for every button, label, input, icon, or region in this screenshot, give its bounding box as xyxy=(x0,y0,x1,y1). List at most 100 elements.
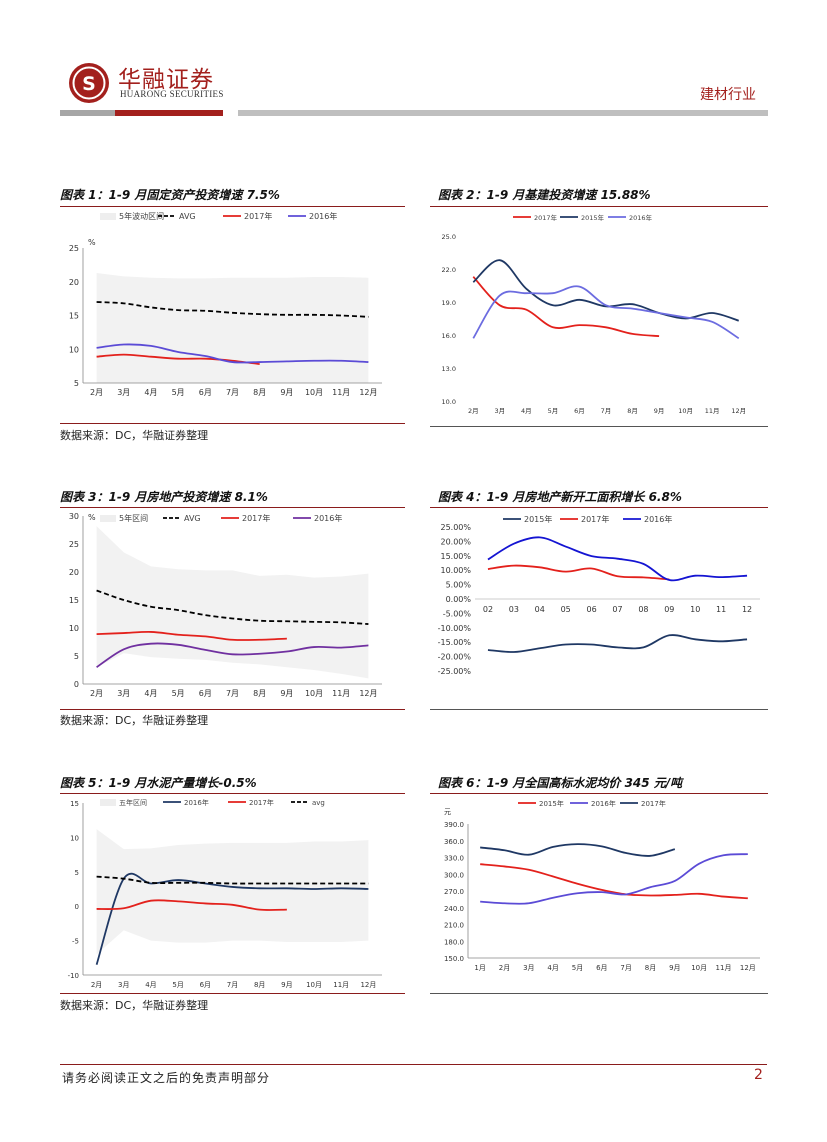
legend-label: 2016年 xyxy=(309,211,337,221)
x-tick-label: 7月 xyxy=(226,388,239,397)
legend-label: 2016年 xyxy=(629,213,653,222)
series-line-0 xyxy=(96,301,369,318)
x-tick-label: 9月 xyxy=(654,407,665,415)
y-tick-label: 30 xyxy=(69,512,79,521)
chart-cement-price: 150.0 180.0 210.0 240.0 270.0 300.0 330.0 360.0… xyxy=(444,799,760,972)
chart-cement-output: -10 -5 0 5 10 15 2月 3月 4月 5月 6月 7月 8月 9月 10月 11月 12月 五年区间… xyxy=(68,798,382,989)
x-tick-label: 8月 xyxy=(253,388,266,397)
x-tick-label: 2月 xyxy=(91,981,102,989)
series-line-2 xyxy=(96,642,369,668)
y-tick-label: 22.0 xyxy=(442,266,456,274)
legend-label: 2015年 xyxy=(524,514,552,524)
y-tick-label: -20.00% xyxy=(438,653,472,662)
x-tick-label: 9月 xyxy=(669,964,680,972)
x-tick-label: 7月 xyxy=(601,407,612,415)
y-tick-label: 16.0 xyxy=(442,332,456,340)
brand-name-cn: 华融证券 xyxy=(118,67,214,93)
x-tick-label: 9月 xyxy=(280,689,293,698)
figure-3-top-rule xyxy=(60,507,405,508)
x-tick-label: 4月 xyxy=(547,964,558,972)
y-tick-label: 15 xyxy=(69,312,79,321)
x-tick-label: 2月 xyxy=(499,964,510,972)
x-tick-label: 12 xyxy=(742,605,752,614)
series-line-1 xyxy=(480,853,748,905)
figure-6-top-rule xyxy=(430,793,768,794)
legend-swatch xyxy=(100,515,116,522)
x-tick-label: 4月 xyxy=(145,981,156,989)
series-line-1 xyxy=(472,259,739,322)
legend-label: 2017年 xyxy=(249,798,274,807)
series-line-2 xyxy=(96,343,369,364)
y-tick-label: 5 xyxy=(74,379,79,388)
x-tick-label: 02 xyxy=(483,605,493,614)
y-tick-label: -10 xyxy=(68,972,79,980)
unit-label: % xyxy=(88,238,96,247)
x-tick-label: 11月 xyxy=(705,407,720,415)
legend-swatch xyxy=(100,799,116,806)
y-tick-label: -10.00% xyxy=(438,624,472,633)
x-tick-label: 08 xyxy=(638,605,648,614)
industry-label: 建材行业 xyxy=(700,87,756,103)
y-tick-label: 25.0 xyxy=(442,233,456,241)
legend-label: AVG xyxy=(179,212,196,221)
x-tick-label: 6月 xyxy=(574,407,585,415)
x-tick-label: 09 xyxy=(664,605,674,614)
figure-2-top-rule xyxy=(430,206,768,207)
series-line-0 xyxy=(487,634,748,653)
x-tick-label: 5月 xyxy=(548,407,559,415)
figure-5-bottom-rule xyxy=(60,993,405,994)
x-tick-label: 5月 xyxy=(172,388,185,397)
chart-infrastructure-investment: 10.0 13.0 16.0 19.0 22.0 25.0 2月 3月 4月 5月 6月 7月 8月 9月… xyxy=(442,213,747,415)
x-tick-label: 7月 xyxy=(620,964,631,972)
y-tick-label: 15 xyxy=(70,800,79,808)
legend-label: AVG xyxy=(184,514,201,523)
x-tick-label: 11月 xyxy=(716,964,732,972)
unit-label: % xyxy=(88,513,96,522)
legend-label: 2016年 xyxy=(314,513,342,523)
y-tick-label: -25.00% xyxy=(438,667,472,676)
x-tick-label: 8月 xyxy=(254,981,265,989)
x-tick-label: 2月 xyxy=(468,407,479,415)
x-tick-label: 3月 xyxy=(117,689,130,698)
y-tick-label: 270.0 xyxy=(444,888,464,896)
x-tick-label: 11月 xyxy=(333,981,349,989)
company-logo: S xyxy=(69,63,109,103)
x-tick-label: 10月 xyxy=(691,964,707,972)
x-tick-label: 5月 xyxy=(172,689,185,698)
x-tick-label: 04 xyxy=(535,605,545,614)
y-tick-label: 210.0 xyxy=(444,922,464,930)
header-bar-accent xyxy=(115,110,223,116)
figure-2-bottom-rule xyxy=(430,426,768,427)
y-tick-label: 150.0 xyxy=(444,955,464,963)
series-line-0 xyxy=(472,276,660,337)
brand-name-en: HUARONG SECURITIES xyxy=(120,89,224,99)
series-line-2 xyxy=(480,843,676,857)
y-tick-label: 25.00% xyxy=(440,523,471,532)
series-line-0 xyxy=(480,863,748,900)
range-band xyxy=(96,526,369,679)
x-tick-label: 4月 xyxy=(521,407,532,415)
header-bar-right xyxy=(238,110,768,116)
y-tick-label: 5.00% xyxy=(446,581,472,590)
y-tick-label: 5 xyxy=(74,652,79,661)
logo-glyph: S xyxy=(82,73,96,95)
y-tick-label: 20.00% xyxy=(440,537,471,546)
legend-swatch xyxy=(100,213,116,220)
series-line-2 xyxy=(472,285,740,340)
y-tick-label: 10.00% xyxy=(440,566,471,575)
x-tick-label: 07 xyxy=(612,605,622,614)
y-tick-label: 5 xyxy=(75,869,79,877)
x-tick-label: 12月 xyxy=(359,388,377,397)
figure-5-title: 图表 5：1-9 月水泥产量增长-0.5% xyxy=(60,776,257,790)
figure-6-bottom-rule xyxy=(430,993,768,994)
x-tick-label: 03 xyxy=(509,605,519,614)
x-tick-label: 1月 xyxy=(474,964,485,972)
chart-new-construction-area: -25.00% -20.00% -15.00% -10.00% -5.00% 0.00% 5… xyxy=(438,514,760,676)
y-tick-label: 10.0 xyxy=(442,398,456,406)
x-tick-label: 6月 xyxy=(199,689,212,698)
x-tick-label: 3月 xyxy=(523,964,534,972)
x-tick-label: 11月 xyxy=(332,689,350,698)
series-line-1 xyxy=(96,630,287,641)
y-tick-label: 330.0 xyxy=(444,855,464,863)
x-tick-label: 3月 xyxy=(117,388,130,397)
